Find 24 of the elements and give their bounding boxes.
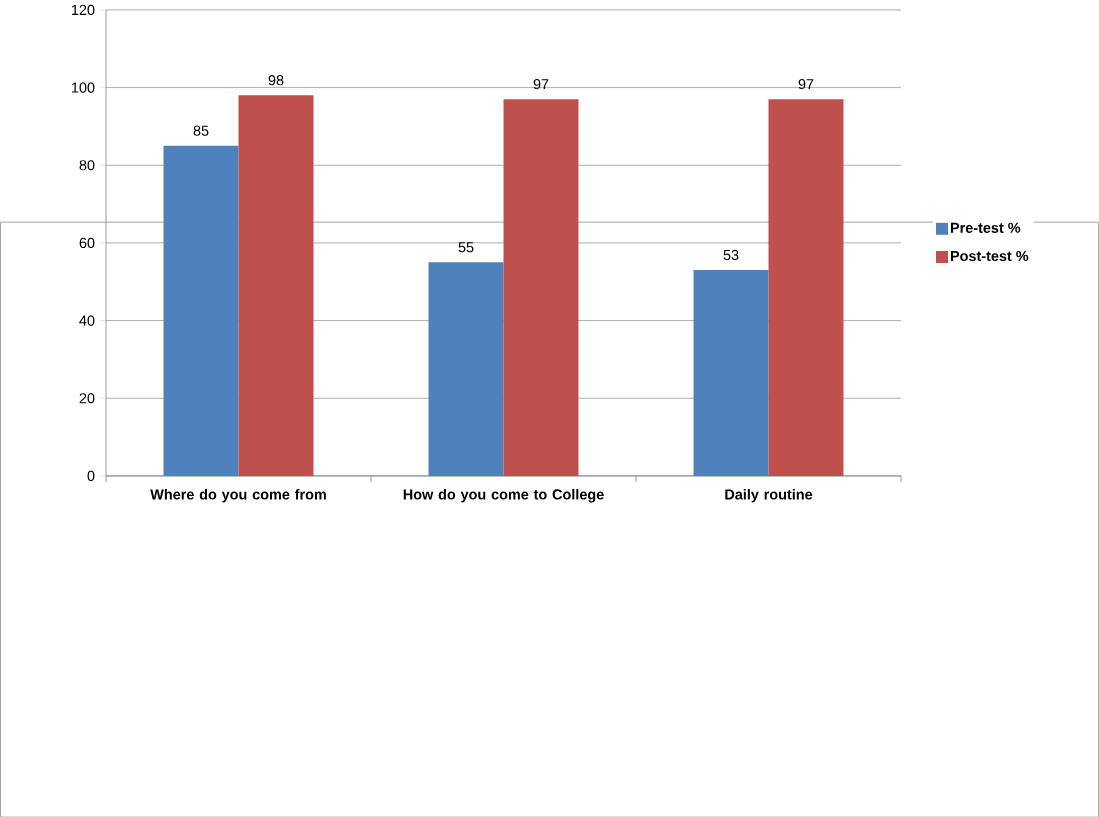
bar: [163, 146, 239, 477]
data-label: 55: [458, 242, 474, 253]
y-tick-label: 80: [79, 160, 95, 171]
x-tick-label: Where do you come from: [150, 489, 326, 503]
legend-label: Post-test %: [950, 251, 1029, 262]
data-label: 53: [723, 250, 739, 261]
bar: [503, 99, 579, 477]
data-label: 97: [533, 79, 549, 90]
y-tick-label: 120: [71, 4, 95, 16]
data-label: 97: [798, 79, 814, 90]
bar: [428, 262, 504, 477]
bar: [693, 270, 769, 477]
y-tick-label: 100: [71, 82, 95, 93]
y-tick-label: 60: [79, 237, 95, 249]
x-tick-label: Daily routine: [725, 489, 813, 503]
y-tick-label: 20: [79, 393, 95, 404]
legend-label: Pre-test %: [950, 222, 1021, 234]
bar: [768, 99, 844, 477]
data-label: 98: [268, 75, 284, 86]
x-tick-label: How do you come to College: [403, 489, 604, 503]
data-label: 85: [193, 125, 209, 136]
y-tick-label: 40: [79, 315, 95, 326]
y-tick-label: 0: [87, 470, 95, 482]
bar: [238, 95, 314, 477]
